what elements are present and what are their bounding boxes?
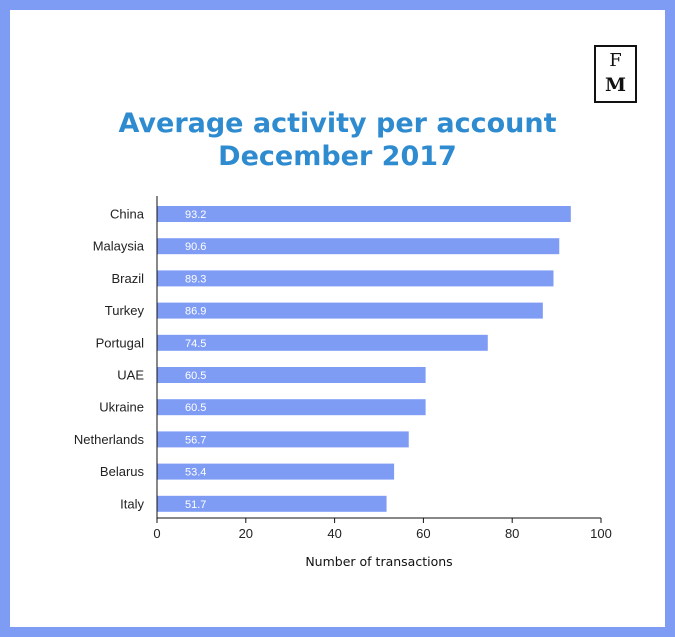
bar-netherlands [157,431,409,448]
category-label: Malaysia [93,239,145,254]
logo-letter-bottom: M [604,74,627,96]
x-tick-label: 60 [416,526,430,541]
fm-logo: F M [594,45,637,103]
bar-value-label: 86.9 [185,306,206,318]
bar-uae [157,367,426,383]
bar-portugal [157,334,488,351]
bar-value-label: 74.5 [185,338,206,350]
bar-belarus [157,463,395,480]
category-label: Italy [120,496,144,511]
x-tick-label: 80 [505,526,519,541]
bar-ukraine [157,399,426,416]
bar-value-label: 93.2 [185,209,206,221]
bar-value-label: 56.7 [185,434,206,446]
category-label: Brazil [111,271,144,286]
bar-value-label: 90.6 [185,241,206,253]
bar-value-label: 60.5 [185,402,206,414]
x-tick-label: 0 [153,526,160,541]
category-label: Ukraine [99,400,144,415]
chart-subtitle: December 2017 [218,141,457,172]
x-tick-label: 100 [590,526,612,541]
category-label: Belarus [100,464,145,479]
category-label: Netherlands [74,432,145,447]
bar-value-label: 60.5 [185,370,206,382]
bar-turkey [157,302,543,319]
bars-group: 93.2 China 90.6 Malaysia 89.3 Brazil 86.9 Turke… [74,206,571,512]
chart-title: Average activity per account [118,108,557,139]
bar-brazil [157,270,554,287]
bar-china [157,206,571,222]
chart-title-block: Average activity per account December 20… [0,107,675,173]
category-label: UAE [117,368,144,383]
bar-value-label: 51.7 [185,499,206,511]
category-label: Portugal [96,335,145,350]
logo-letter-top: F [609,50,622,71]
x-tick-label: 40 [327,526,341,541]
category-label: China [110,207,145,222]
bar-italy [157,495,387,512]
x-tick-label: 20 [239,526,253,541]
bar-malaysia [157,238,560,255]
x-axis-label: Number of transactions [305,554,452,569]
axis-group: 0 20 40 60 80 100 [153,196,612,541]
bar-value-label: 53.4 [185,467,206,479]
category-label: Turkey [105,303,145,318]
bar-value-label: 89.3 [185,273,206,285]
